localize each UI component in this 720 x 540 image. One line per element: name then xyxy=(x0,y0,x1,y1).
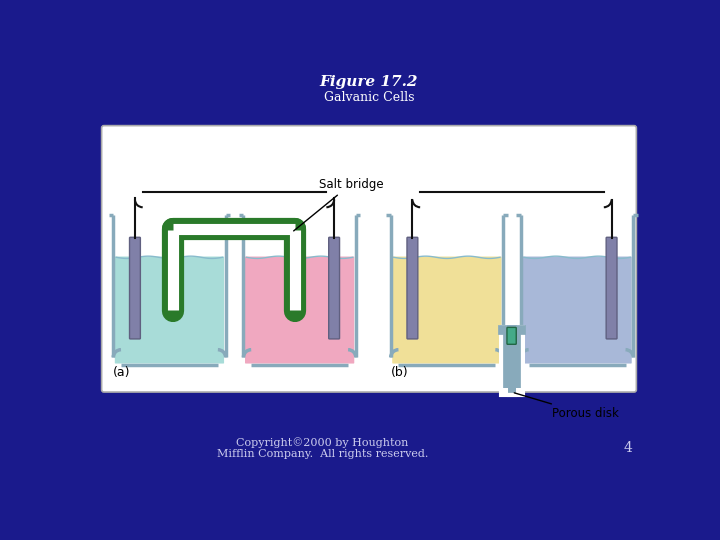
Text: (b): (b) xyxy=(391,366,408,379)
FancyBboxPatch shape xyxy=(392,256,502,363)
FancyBboxPatch shape xyxy=(507,327,516,345)
FancyBboxPatch shape xyxy=(606,237,617,339)
Text: Copyright©2000 by Houghton
Mifflin Company.  All rights reserved.: Copyright©2000 by Houghton Mifflin Compa… xyxy=(217,437,428,460)
Text: Salt bridge: Salt bridge xyxy=(294,178,383,231)
FancyBboxPatch shape xyxy=(523,256,631,363)
FancyBboxPatch shape xyxy=(102,126,636,392)
Text: Figure 17.2: Figure 17.2 xyxy=(320,75,418,89)
FancyBboxPatch shape xyxy=(114,256,224,363)
FancyBboxPatch shape xyxy=(130,237,140,339)
Text: 4: 4 xyxy=(624,441,632,455)
Text: Galvanic Cells: Galvanic Cells xyxy=(324,91,414,104)
FancyBboxPatch shape xyxy=(407,237,418,339)
Text: Porous disk: Porous disk xyxy=(514,393,618,421)
FancyBboxPatch shape xyxy=(329,237,340,339)
FancyBboxPatch shape xyxy=(245,256,354,363)
Text: (a): (a) xyxy=(113,366,131,379)
